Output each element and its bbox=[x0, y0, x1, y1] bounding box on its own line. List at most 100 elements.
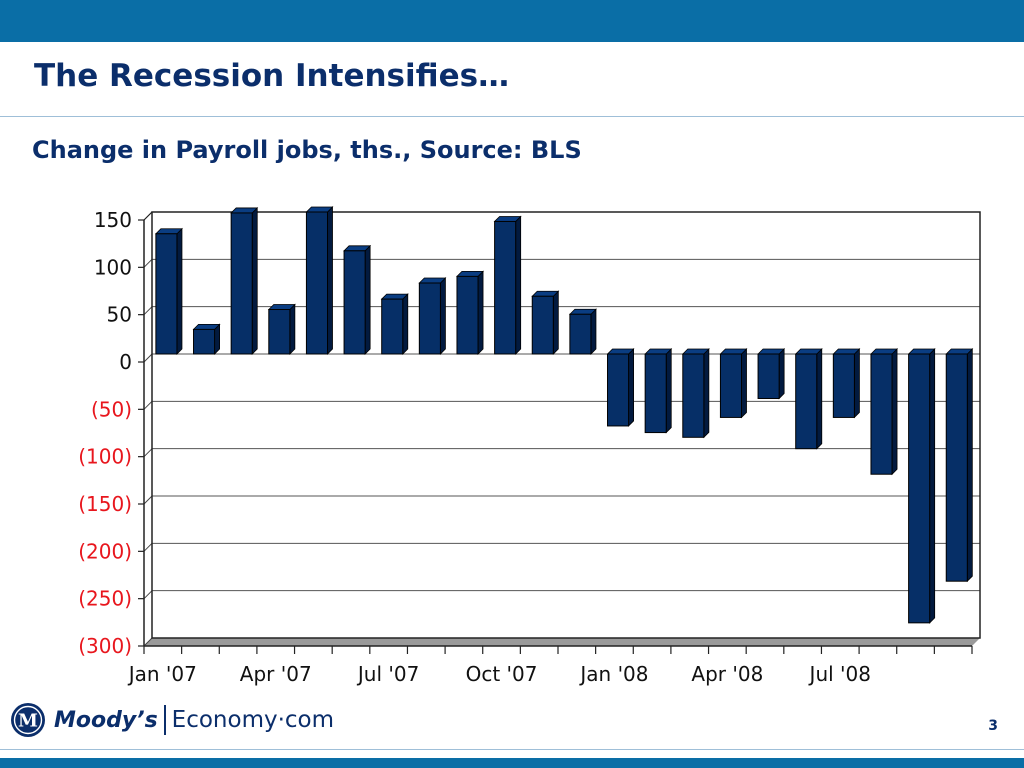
bar-top bbox=[380, 293, 409, 300]
bar bbox=[607, 353, 630, 427]
y-tick-label: (100) bbox=[78, 445, 132, 469]
bar bbox=[644, 353, 667, 434]
x-tick-label: Jan '07 bbox=[127, 662, 197, 686]
plot-border bbox=[151, 211, 981, 639]
bar-top bbox=[719, 348, 748, 355]
gridline-side bbox=[143, 353, 153, 363]
bar bbox=[908, 353, 931, 624]
bar bbox=[268, 309, 291, 355]
logo-site-text: Economy·com bbox=[171, 707, 335, 733]
bar-side bbox=[665, 348, 672, 434]
bar bbox=[418, 282, 441, 355]
y-tick-label: (250) bbox=[78, 587, 132, 611]
bar-side bbox=[515, 215, 522, 355]
gridline-side bbox=[143, 495, 153, 505]
top-header-band bbox=[0, 0, 1024, 42]
bar-top bbox=[794, 348, 823, 355]
bottom-footer-band bbox=[0, 758, 1024, 768]
chart-subtitle: Change in Payroll jobs, ths., Source: BL… bbox=[32, 136, 582, 164]
gridline-side bbox=[143, 590, 153, 600]
logo-separator bbox=[163, 705, 166, 735]
bar-top bbox=[305, 206, 334, 213]
bar-side bbox=[477, 270, 484, 355]
gridline-side bbox=[143, 258, 153, 268]
bar bbox=[305, 211, 329, 355]
y-tick-label: (150) bbox=[78, 492, 132, 516]
y-tick-label: 0 bbox=[119, 350, 132, 374]
bar-side bbox=[628, 348, 634, 427]
payroll-bar-chart: 150 100 50 0 (50) (100) (150) (200) (250) (300) Ja… bbox=[78, 206, 981, 686]
svg-text:M: M bbox=[18, 711, 38, 732]
bar-top bbox=[832, 348, 861, 355]
bar-side bbox=[327, 206, 333, 355]
page-number: 3 bbox=[988, 718, 998, 734]
bar-side bbox=[778, 348, 785, 400]
bar-top bbox=[192, 323, 221, 330]
bar-side bbox=[440, 277, 446, 355]
bar-side bbox=[929, 348, 936, 624]
bar-side bbox=[891, 348, 898, 476]
y-tick-label: 150 bbox=[94, 208, 132, 232]
bar-top bbox=[870, 348, 899, 355]
bar-side bbox=[816, 348, 823, 450]
x-tick-label: Jan '08 bbox=[578, 662, 648, 686]
bar-top bbox=[154, 228, 183, 235]
bar bbox=[193, 328, 216, 355]
y-tick-label: 100 bbox=[94, 255, 132, 279]
chart-floor bbox=[144, 638, 980, 646]
bar-top bbox=[418, 277, 447, 284]
gridline-side bbox=[143, 637, 153, 647]
bar-top bbox=[493, 216, 522, 222]
gridline-side bbox=[143, 400, 153, 410]
bar bbox=[230, 212, 253, 355]
bar bbox=[945, 353, 968, 582]
bar bbox=[719, 353, 743, 418]
x-tick-label: Apr '08 bbox=[691, 662, 763, 686]
bar bbox=[795, 353, 818, 450]
bar-side bbox=[966, 348, 973, 583]
bar-side bbox=[741, 348, 747, 419]
plot-area bbox=[152, 212, 980, 638]
bar-top bbox=[343, 245, 372, 252]
y-tick-label: (300) bbox=[78, 634, 132, 658]
bar-top bbox=[230, 207, 259, 214]
bar-side bbox=[703, 348, 710, 439]
bar-top bbox=[456, 270, 485, 277]
bar bbox=[456, 275, 479, 355]
bar-top bbox=[531, 290, 560, 297]
bar-top bbox=[907, 348, 936, 355]
bar-top bbox=[267, 304, 296, 310]
y-tick-label: (50) bbox=[91, 397, 132, 421]
x-tick-label: Apr '07 bbox=[240, 662, 312, 686]
gridline-side bbox=[143, 542, 153, 552]
gridline-side bbox=[143, 306, 153, 316]
bar-top bbox=[644, 348, 673, 355]
bar bbox=[343, 250, 366, 355]
bar-top bbox=[568, 308, 597, 315]
bar bbox=[155, 233, 178, 355]
y-tick-label: (200) bbox=[78, 539, 132, 563]
bar bbox=[494, 220, 517, 355]
bar bbox=[531, 295, 554, 355]
bar-side bbox=[251, 206, 258, 355]
logo-brand-text: Moody’s bbox=[54, 707, 158, 733]
bar-side bbox=[289, 303, 296, 355]
bar bbox=[757, 353, 780, 399]
x-tick-label: Jul '08 bbox=[808, 662, 871, 686]
bar bbox=[682, 353, 705, 438]
bar-side bbox=[552, 290, 559, 355]
bar-side bbox=[854, 348, 860, 419]
moodys-economy-logo: M Moody’s Economy·com bbox=[10, 700, 334, 740]
footer-divider bbox=[0, 749, 1024, 750]
slide-title: The Recession Intensifies… bbox=[34, 58, 510, 94]
y-axis-top-edge bbox=[143, 211, 153, 221]
bar-top bbox=[606, 348, 635, 355]
bar-side bbox=[590, 308, 597, 355]
bar-side bbox=[402, 293, 409, 355]
bar-top bbox=[757, 348, 786, 355]
bar bbox=[870, 353, 893, 475]
x-tick-label: Jul '07 bbox=[356, 662, 419, 686]
title-divider bbox=[0, 116, 1024, 117]
bar-top bbox=[681, 348, 710, 355]
bar bbox=[569, 313, 592, 355]
